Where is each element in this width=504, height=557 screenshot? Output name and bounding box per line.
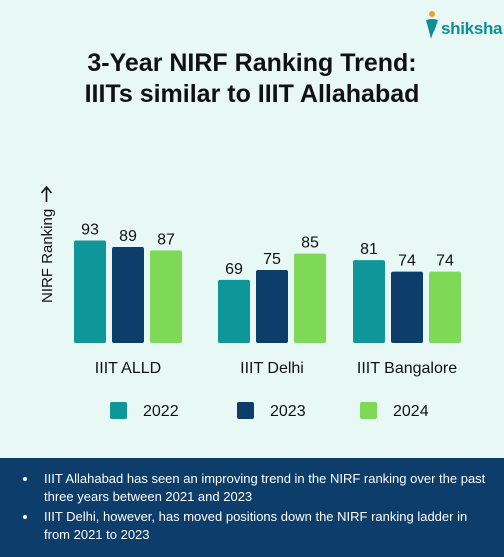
notes-list: IIIT Allahabad has seen an improving tre… [26,470,490,544]
value-label: 87 [157,231,175,248]
note-item: IIIT Delhi, however, has moved positions… [38,508,490,544]
bar-2022-2 [353,260,385,343]
value-label: 75 [263,251,281,268]
legend-label: 2023 [270,403,306,420]
brand-name: shiksha [441,19,503,38]
value-label: 69 [225,261,243,278]
value-labels: 93 89 87 69 75 85 81 74 74 [81,222,454,278]
chart-title-line-1: 3-Year NIRF Ranking Trend: [87,49,417,77]
note-item: IIIT Allahabad has seen an improving tre… [38,470,490,506]
y-axis-label: NIRF Ranking [39,209,56,303]
bar-2024-0 [150,250,182,343]
bar-2024-2 [429,271,461,343]
y-axis-label-group: NIRF Ranking [39,185,56,303]
legend: 2022 2023 2024 [110,402,429,420]
legend-label: 2022 [143,403,179,420]
bars [74,240,461,343]
legend-label: 2024 [393,403,429,420]
legend-swatch-2024 [360,402,377,419]
category-label: IIIT ALLD [95,360,161,377]
shiksha-logo: shiksha [425,9,503,41]
shiksha-logo-icon [426,11,438,39]
category-label: IIIT Bangalore [357,360,457,377]
bar-chart: NIRF Ranking 93 89 87 69 75 85 81 74 74 IIIT ALL… [39,185,461,420]
category-label: IIIT Delhi [240,360,304,377]
bar-2023-2 [391,271,423,343]
value-label: 74 [436,253,454,270]
bar-2022-0 [74,240,106,343]
bar-2024-1 [294,253,326,343]
bar-2023-0 [112,247,144,343]
value-label: 89 [119,228,137,245]
chart-title: 3-Year NIRF Ranking Trend: IIITs similar… [0,48,504,110]
y-axis-arrow-icon [40,185,53,202]
value-label: 93 [81,222,99,239]
value-label: 85 [301,235,319,252]
chart-title-line-2: IIITs similar to IIIT Allahabad [84,80,420,108]
bar-2022-1 [218,279,250,343]
legend-swatch-2023 [237,402,254,419]
value-label: 81 [360,241,378,258]
value-label: 74 [398,253,416,270]
legend-swatch-2022 [110,402,127,419]
category-labels: IIIT ALLD IIIT Delhi IIIT Bangalore [95,360,457,377]
notes-panel: IIIT Allahabad has seen an improving tre… [0,458,504,557]
bar-2023-1 [256,270,288,343]
